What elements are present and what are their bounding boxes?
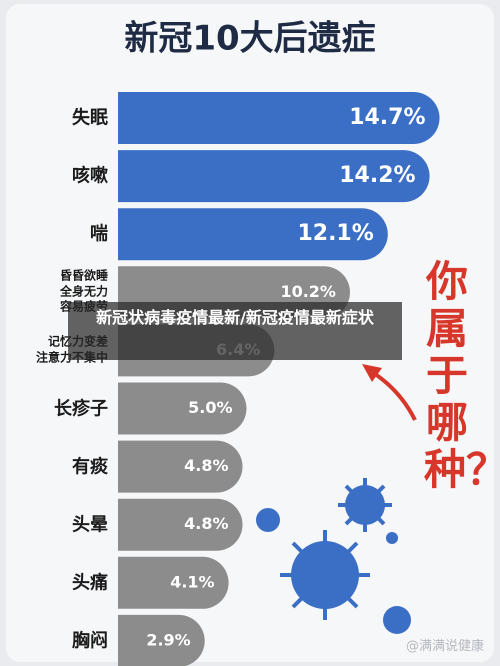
category-label: 长疹子 (54, 397, 108, 419)
category-label: 咳嗽 (72, 165, 108, 187)
bar (118, 440, 243, 493)
annotation: 你属于哪种？ (424, 257, 500, 494)
value-label: 12.1% (297, 221, 373, 246)
chart-title: 新冠10大后遗症 (124, 19, 375, 59)
value-label: 4.8% (184, 514, 228, 533)
bar (118, 150, 430, 203)
overlay-caption: 新冠状病毒疫情最新/新冠疫情最新症状 (68, 302, 402, 360)
value-label: 5.0% (188, 398, 232, 417)
bar (118, 556, 229, 609)
value-label: 10.2% (280, 282, 336, 301)
bar (118, 614, 205, 666)
category-label: 胸闷 (72, 630, 108, 652)
decorations (256, 364, 417, 634)
value-label: 14.2% (339, 163, 415, 188)
value-label: 4.8% (184, 456, 228, 475)
category-label: 失眠 (72, 107, 108, 129)
value-label: 14.7% (349, 105, 425, 130)
category-label: 有痰 (72, 455, 108, 477)
bar (118, 498, 243, 551)
bar (118, 208, 388, 261)
category-label: 喘 (90, 223, 108, 245)
bar (118, 382, 247, 435)
category-label: 头痛 (72, 572, 108, 594)
value-label: 4.1% (170, 572, 214, 591)
bar (118, 92, 440, 144)
value-label: 2.9% (146, 630, 190, 649)
category-label: 头晕 (72, 513, 108, 535)
watermark: @满满说健康 (405, 639, 484, 654)
